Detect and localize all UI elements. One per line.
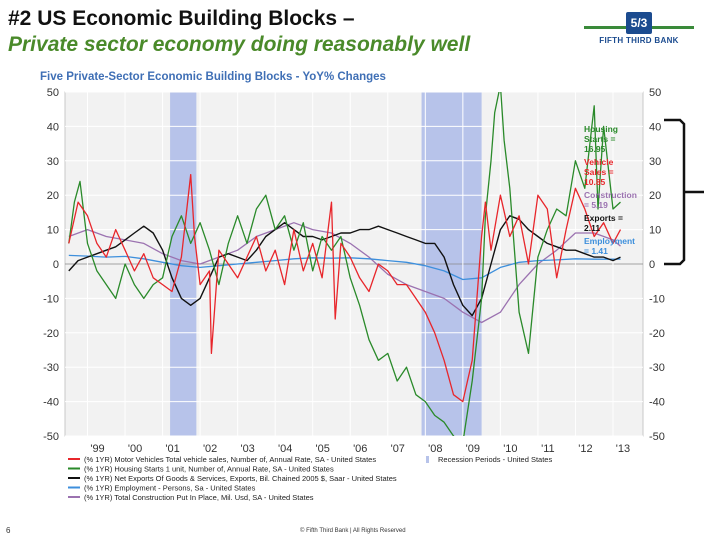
y-tick-right-50: 50: [649, 87, 661, 99]
y-tick-right-0: 0: [649, 259, 655, 271]
x-tick-2007: '07: [391, 443, 405, 455]
x-tick-2002: '02: [203, 443, 217, 455]
page-number: 6: [6, 526, 11, 535]
economic-chart: Five Private-Sector Economic Building Bl…: [40, 71, 704, 502]
annotation-construction-line0: Construction: [584, 190, 637, 200]
annotation-housing-line1: Starts =: [584, 134, 615, 144]
x-tick-2005: '05: [316, 443, 330, 455]
legend-label-construction: (% 1YR) Total Construction Put In Place,…: [84, 493, 314, 502]
annotation-construction-line1: = 5.19: [584, 200, 608, 210]
series-line-construction: [68, 222, 621, 324]
legend-label-housing: (% 1YR) Housing Starts 1 unit, Number of…: [84, 465, 334, 474]
annotation-housing-line0: Housing: [584, 124, 618, 134]
y-tick-right-30: 30: [649, 156, 661, 168]
y-tick-left-0: 0: [53, 259, 59, 271]
legend-swatch-recession: [426, 456, 429, 463]
y-tick-right--10: -10: [649, 293, 665, 305]
slide-title: #2 US Economic Building Blocks – Private…: [8, 6, 568, 58]
y-tick-right-20: 20: [649, 190, 661, 202]
x-tick-2006: '06: [353, 443, 367, 455]
y-tick-left-30: 30: [47, 156, 59, 168]
y-tick-right--40: -40: [649, 397, 665, 409]
y-tick-left-40: 40: [47, 121, 59, 133]
y-tick-right-40: 40: [649, 121, 661, 133]
y-tick-left--20: -20: [43, 328, 59, 340]
legend-label-vehicle: (% 1YR) Motor Vehicles Total vehicle sal…: [84, 455, 376, 464]
x-tick-2008: '08: [428, 443, 442, 455]
y-tick-left-10: 10: [47, 225, 59, 237]
y-tick-left--10: -10: [43, 293, 59, 305]
chart-title: Five Private-Sector Economic Building Bl…: [40, 71, 386, 83]
copyright-text: © Fifth Third Bank | All Rights Reserved: [300, 528, 406, 534]
legend-label-exports: (% 1YR) Net Exports Of Goods & Services,…: [84, 474, 397, 483]
annotation-exports-line0: Exports =: [584, 213, 623, 223]
annotation-vehicle-line2: 10.85: [584, 177, 606, 187]
series-line-housing: [68, 92, 621, 436]
x-tick-2001: '01: [165, 443, 179, 455]
x-tick-2013: '13: [616, 443, 630, 455]
x-tick-1999: '99: [90, 443, 104, 455]
x-tick-2011: '11: [541, 443, 555, 455]
logo-text: FIFTH THIRD BANK: [599, 36, 679, 45]
fifth-third-logo: 5/3 FIFTH THIRD BANK: [584, 12, 694, 48]
y-tick-right-10: 10: [649, 225, 661, 237]
slide-title-line1: #2 US Economic Building Blocks –: [8, 7, 355, 30]
series-line-vehicle: [68, 173, 622, 403]
x-tick-2010: '10: [503, 443, 517, 455]
y-tick-left-20: 20: [47, 190, 59, 202]
annotation-employment-line1: = 1.41: [584, 246, 608, 256]
y-tick-left--30: -30: [43, 362, 59, 374]
annotation-vehicle-line0: Vehicle: [584, 157, 614, 167]
x-tick-2004: '04: [278, 443, 292, 455]
annotation-housing-line2: 16.95: [584, 144, 606, 154]
legend-label-recession: Recession Periods - United States: [438, 455, 552, 464]
y-tick-right--30: -30: [649, 362, 665, 374]
y-tick-right--20: -20: [649, 328, 665, 340]
y-tick-left--40: -40: [43, 397, 59, 409]
bracket-icon: [664, 118, 686, 266]
annotation-exports-line1: 2.11: [584, 223, 600, 233]
y-tick-left-50: 50: [47, 87, 59, 99]
x-tick-2012: '12: [578, 443, 592, 455]
logo-mark-icon: 5/3: [626, 12, 652, 34]
annotation-vehicle-line1: Sales =: [584, 167, 614, 177]
y-tick-right--50: -50: [649, 431, 665, 443]
legend-label-employment: (% 1YR) Employment - Persons, Sa - Unite…: [84, 484, 256, 493]
annotation-employment-line0: Employment: [584, 236, 635, 246]
y-tick-left--50: -50: [43, 431, 59, 443]
x-tick-2003: '03: [240, 443, 254, 455]
series-line-exports: [68, 215, 621, 317]
x-tick-2009: '09: [466, 443, 480, 455]
x-tick-2000: '00: [128, 443, 142, 455]
chart-legend: (% 1YR) Motor Vehicles Total vehicle sal…: [68, 455, 552, 502]
series-lines: [68, 92, 622, 436]
plot-area: 50 50 40 40 30 30 20 20 10 10 0 0 -10 -10 -20 -20 -30 -30…: [43, 87, 665, 455]
slide-title-line2: Private sector economy doing reasonably …: [8, 33, 471, 56]
